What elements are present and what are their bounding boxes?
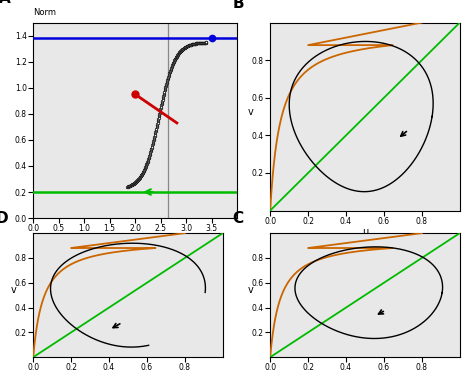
X-axis label: u: u: [362, 374, 368, 376]
Y-axis label: v: v: [247, 106, 253, 117]
Text: Norm: Norm: [33, 8, 56, 17]
X-axis label: u: u: [362, 227, 368, 237]
Text: C: C: [232, 211, 243, 226]
Y-axis label: v: v: [247, 285, 253, 295]
Text: A: A: [0, 0, 10, 6]
Text: D: D: [0, 211, 8, 226]
Text: B: B: [232, 0, 244, 11]
X-axis label: u: u: [125, 374, 131, 376]
X-axis label: dei: dei: [128, 235, 143, 245]
Y-axis label: v: v: [10, 285, 16, 295]
